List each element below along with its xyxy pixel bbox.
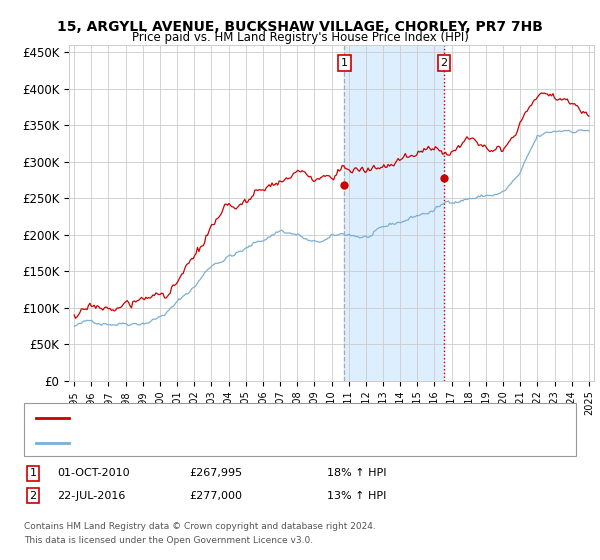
Text: This data is licensed under the Open Government Licence v3.0.: This data is licensed under the Open Gov… <box>24 536 313 545</box>
Text: 1: 1 <box>341 58 348 68</box>
Bar <box>344 45 444 381</box>
Text: 13% ↑ HPI: 13% ↑ HPI <box>327 491 386 501</box>
Text: 1: 1 <box>29 468 37 478</box>
Text: Contains HM Land Registry data © Crown copyright and database right 2024.: Contains HM Land Registry data © Crown c… <box>24 522 376 531</box>
Text: 2: 2 <box>440 58 448 68</box>
Text: 18% ↑ HPI: 18% ↑ HPI <box>327 468 386 478</box>
Text: 15, ARGYLL AVENUE, BUCKSHAW VILLAGE, CHORLEY, PR7 7HB: 15, ARGYLL AVENUE, BUCKSHAW VILLAGE, CHO… <box>57 20 543 34</box>
Text: 01-OCT-2010: 01-OCT-2010 <box>57 468 130 478</box>
Text: Price paid vs. HM Land Registry's House Price Index (HPI): Price paid vs. HM Land Registry's House … <box>131 31 469 44</box>
Text: 15, ARGYLL AVENUE, BUCKSHAW VILLAGE, CHORLEY, PR7 7HB (detached house): 15, ARGYLL AVENUE, BUCKSHAW VILLAGE, CHO… <box>75 413 495 423</box>
Text: £277,000: £277,000 <box>189 491 242 501</box>
Text: 22-JUL-2016: 22-JUL-2016 <box>57 491 125 501</box>
Text: 2: 2 <box>29 491 37 501</box>
Text: £267,995: £267,995 <box>189 468 242 478</box>
Text: HPI: Average price, detached house, Chorley: HPI: Average price, detached house, Chor… <box>75 438 308 448</box>
